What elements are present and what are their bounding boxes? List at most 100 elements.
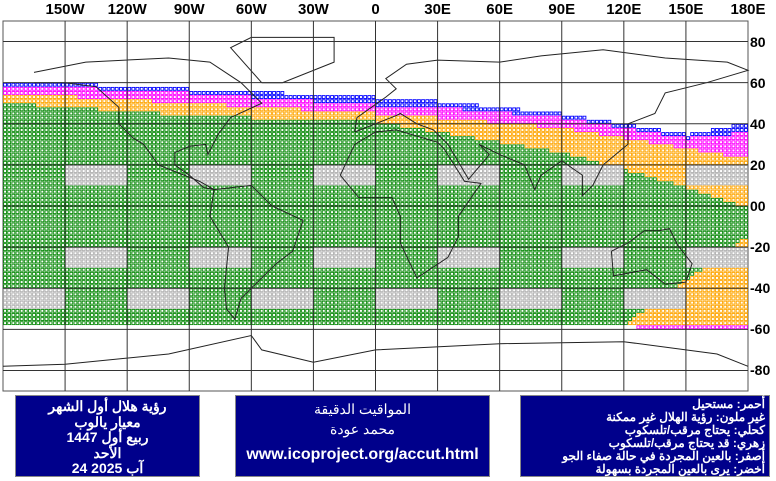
cell (73, 189, 78, 194)
cell (3, 317, 7, 321)
cell (81, 321, 86, 326)
cell (52, 91, 57, 95)
cell (32, 313, 36, 317)
cell (65, 230, 70, 235)
cell (36, 193, 41, 198)
cell (40, 169, 45, 173)
cell (15, 152, 20, 157)
cell (52, 259, 57, 264)
cell (3, 230, 7, 235)
visibility-cells (3, 82, 748, 330)
cell (52, 263, 57, 268)
cell (56, 123, 61, 128)
cell (48, 300, 53, 305)
cell (3, 284, 7, 289)
cell (65, 177, 70, 182)
cell (40, 119, 45, 124)
cell (15, 313, 20, 317)
cell (44, 140, 49, 145)
cell (73, 115, 78, 120)
cell (48, 86, 53, 91)
cell (11, 226, 16, 231)
cell (48, 148, 53, 153)
cell (11, 99, 16, 104)
cell (40, 317, 45, 321)
cell (3, 292, 7, 297)
cell (48, 185, 53, 190)
cell (48, 181, 53, 186)
cell (32, 267, 36, 272)
cell (69, 284, 74, 289)
cell (44, 156, 49, 161)
cell (69, 255, 74, 260)
cell (23, 103, 28, 108)
cell (3, 144, 7, 149)
cell (73, 132, 78, 136)
cell (15, 197, 20, 202)
cell (44, 308, 49, 313)
cell (52, 107, 57, 112)
cell (52, 95, 57, 99)
cell (69, 132, 74, 136)
cell (77, 292, 82, 297)
cell (40, 165, 45, 169)
cell (52, 288, 57, 293)
cell (32, 296, 36, 301)
cell (11, 321, 16, 326)
cell (40, 103, 45, 108)
cell (3, 119, 7, 124)
cell (27, 222, 32, 227)
cell (15, 259, 20, 264)
cell (77, 259, 82, 264)
cell (73, 317, 78, 321)
cell (44, 271, 49, 276)
cell (19, 189, 24, 194)
cell (77, 271, 82, 276)
cell (7, 271, 12, 276)
cell (11, 234, 16, 239)
cell (11, 259, 16, 264)
cell (11, 276, 16, 280)
cell (32, 128, 36, 132)
cell (40, 230, 45, 235)
cell (77, 276, 82, 280)
cell (65, 197, 70, 202)
cell (23, 99, 28, 104)
cell (27, 259, 32, 264)
cell (32, 119, 36, 124)
cell (11, 181, 16, 186)
cell (44, 206, 49, 210)
cell (7, 259, 12, 264)
cell (69, 243, 74, 247)
cell (48, 197, 53, 202)
cell (65, 276, 70, 280)
cell (40, 202, 45, 206)
cell (3, 210, 7, 215)
cell (77, 239, 82, 243)
cell (19, 128, 24, 132)
cell (56, 99, 61, 104)
cell (7, 230, 12, 235)
cell (36, 111, 41, 116)
cell (11, 251, 16, 256)
cell (73, 313, 78, 317)
cell (56, 296, 61, 301)
cell (7, 243, 12, 247)
cell (61, 263, 65, 268)
cell (73, 292, 78, 297)
cell (15, 119, 20, 124)
cell (19, 95, 24, 99)
cell (81, 193, 86, 198)
cell (81, 259, 86, 264)
cell (73, 86, 78, 91)
cell (36, 288, 41, 293)
cell (52, 82, 57, 87)
cell (3, 234, 7, 239)
cell (65, 226, 70, 231)
cell (23, 313, 28, 317)
cell (61, 156, 65, 161)
cell (7, 148, 12, 153)
cell (23, 259, 28, 264)
cell (11, 218, 16, 223)
cell (15, 165, 20, 169)
